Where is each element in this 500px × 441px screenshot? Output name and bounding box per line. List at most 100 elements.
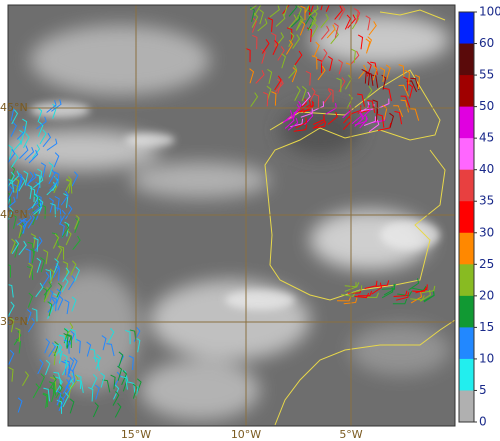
wind-barb	[74, 214, 80, 230]
wind-barb	[381, 286, 394, 299]
wind-barb	[36, 116, 47, 130]
wind-barb	[59, 334, 68, 349]
wind-barb	[288, 31, 295, 48]
wind-barb	[398, 64, 405, 79]
wind-barb	[396, 292, 409, 301]
wind-barb	[408, 83, 414, 99]
wind-barb	[136, 378, 142, 394]
wind-barb	[27, 241, 35, 256]
wind-barb	[17, 223, 23, 239]
wind-barb	[295, 117, 307, 129]
wind-barb	[364, 292, 379, 298]
wind-barb	[351, 14, 360, 30]
wind-barb	[50, 202, 56, 218]
wind-barb	[301, 91, 311, 106]
wind-barb	[43, 387, 51, 402]
wind-barb	[53, 344, 62, 358]
wind-barb	[100, 372, 106, 388]
wind-barb	[286, 27, 293, 42]
wind-barb	[13, 330, 22, 346]
wind-barb	[58, 245, 65, 260]
graticule	[8, 5, 455, 426]
wind-barb	[28, 262, 34, 278]
wind-barb	[317, 65, 326, 81]
wind-barb	[31, 308, 38, 323]
wind-barb	[392, 298, 408, 305]
wind-barb	[14, 177, 20, 193]
wind-barb	[91, 374, 98, 390]
wind-barb	[15, 327, 21, 343]
wind-barb	[379, 67, 386, 82]
colorbar-segment	[459, 390, 474, 423]
wind-barb	[344, 282, 357, 292]
wind-barb	[8, 196, 16, 208]
wind-barb	[65, 322, 74, 337]
wind-barb	[298, 104, 312, 113]
wind-barb	[381, 283, 396, 290]
wind-barb	[36, 257, 42, 273]
wind-barb	[312, 121, 327, 129]
wind-barb	[65, 175, 73, 191]
wind-barb	[22, 371, 30, 387]
wind-barb	[334, 5, 343, 20]
wind-barb	[320, 13, 329, 29]
wind-barb	[47, 301, 53, 317]
wind-barb	[32, 383, 40, 399]
wind-barb	[292, 100, 302, 116]
wind-barb	[367, 100, 376, 114]
wind-barb	[35, 181, 41, 197]
wind-barb	[75, 338, 81, 354]
wind-barb	[8, 301, 15, 317]
wind-barb	[8, 367, 14, 382]
wind-barb	[114, 402, 122, 418]
wind-barb	[320, 25, 330, 40]
wind-barb	[53, 341, 59, 357]
wind-barb	[251, 17, 258, 33]
wind-barb	[92, 402, 99, 418]
wind-barb	[257, 18, 268, 32]
wind-barb	[371, 282, 383, 295]
wind-barb	[400, 95, 411, 108]
wind-barb	[37, 107, 43, 123]
wind-barb	[338, 59, 343, 75]
wind-barb	[58, 209, 66, 225]
wind-barb	[58, 396, 65, 412]
wind-barb	[344, 282, 360, 288]
colorbar-label: 45	[479, 131, 494, 145]
wind-barb	[9, 105, 15, 121]
wind-barb	[65, 374, 72, 390]
wind-barb	[337, 296, 352, 302]
wind-barb	[320, 48, 328, 64]
wind-barb	[74, 217, 80, 233]
wind-barb	[414, 74, 420, 90]
colorbar-segment	[459, 295, 474, 328]
wind-barb	[93, 357, 100, 372]
wind-barb	[326, 24, 336, 39]
wind-barb	[94, 384, 100, 400]
wind-barb	[274, 78, 284, 93]
wind-barb	[24, 147, 35, 161]
wind-barb	[8, 171, 15, 187]
wind-barb	[8, 264, 11, 278]
lat-label: 45°N	[0, 101, 28, 114]
wind-barb	[63, 328, 69, 344]
colorbar-label: 35	[479, 194, 494, 208]
wind-barb	[37, 168, 43, 184]
wind-barb	[255, 69, 265, 84]
wind-barb	[267, 17, 273, 32]
wind-barb	[42, 132, 52, 148]
wind-barb	[65, 230, 72, 246]
wind-barb	[313, 41, 320, 57]
wind-barb	[271, 91, 277, 106]
wind-barb	[74, 266, 80, 282]
wind-barb	[304, 111, 314, 126]
wind-barb	[76, 374, 82, 390]
wind-barb	[327, 56, 333, 72]
wind-barb	[274, 75, 282, 91]
wind-barb	[372, 106, 378, 121]
wind-barb	[311, 55, 318, 70]
wind-barb	[120, 376, 128, 390]
wind-barb	[27, 292, 34, 308]
wind-barb	[95, 354, 102, 370]
colorbar-label: 100	[479, 5, 500, 19]
